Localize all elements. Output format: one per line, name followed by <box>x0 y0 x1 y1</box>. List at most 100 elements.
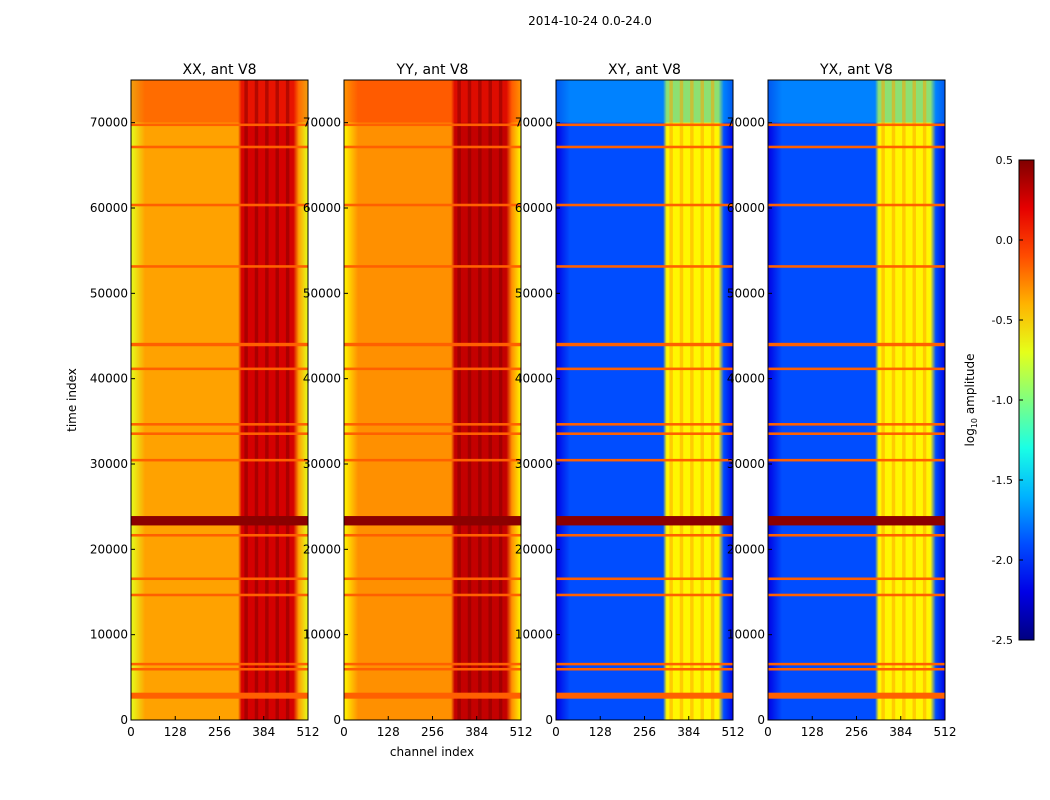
y-tick-label-yx: 50000 <box>727 286 765 300</box>
flagged-row-xy <box>556 593 733 597</box>
flagged-row-xx <box>131 432 308 435</box>
flagged-row-xx <box>131 367 308 371</box>
y-tick-label-yy: 10000 <box>303 628 341 642</box>
flagged-row-yx <box>768 577 945 581</box>
flagged-row-xx <box>131 662 308 666</box>
flagged-row-xx <box>131 123 308 127</box>
flagged-row-xx <box>131 593 308 597</box>
y-tick-label-yx: 70000 <box>727 116 765 130</box>
flagged-row-yx <box>768 667 945 671</box>
flagged-row-xy <box>556 432 733 435</box>
flagged-row-yy <box>344 593 521 597</box>
colorbar-tick-label: 0.5 <box>996 154 1014 167</box>
panel-title-yy: YY, ant V8 <box>396 62 469 78</box>
x-axis-label: channel index <box>390 745 474 759</box>
heatmap-xx-stripe <box>285 80 290 720</box>
x-tick-label-xx: 512 <box>297 725 320 739</box>
panel-title-xy: XY, ant V8 <box>608 62 681 78</box>
y-tick-label-yx: 10000 <box>727 628 765 642</box>
flagged-row-yy <box>344 516 521 526</box>
flagged-row-yy <box>344 667 521 671</box>
y-tick-label-xx: 40000 <box>90 372 128 386</box>
flagged-row-yx <box>768 342 945 347</box>
flagged-row-xy <box>556 662 733 666</box>
heatmap-xx-stripe <box>254 80 259 720</box>
y-tick-label-xx: 60000 <box>90 201 128 215</box>
x-tick-label-yy: 128 <box>377 725 400 739</box>
flagged-row-xy <box>556 577 733 581</box>
x-tick-label-xy: 512 <box>722 725 745 739</box>
heatmap-xx-stripe <box>275 80 279 720</box>
y-tick-label-xx: 50000 <box>90 286 128 300</box>
flagged-row-xx <box>131 423 308 426</box>
x-tick-label-xx: 128 <box>164 725 187 739</box>
heatmap-xx <box>131 80 308 720</box>
heatmap-xy <box>556 80 733 720</box>
y-tick-label-yx: 20000 <box>727 542 765 556</box>
flagged-row-yy <box>344 265 521 268</box>
y-tick-label-xy: 10000 <box>515 628 553 642</box>
heatmap-xy-top <box>556 80 733 123</box>
colorbar-label: log10 amplitude <box>963 354 979 447</box>
heatmap-yy <box>344 80 521 720</box>
flagged-row-yy <box>344 123 521 127</box>
heatmap-yx <box>768 80 945 720</box>
flagged-row-yy <box>344 577 521 581</box>
y-tick-label-xx: 20000 <box>90 542 128 556</box>
x-tick-label-yx: 0 <box>764 725 772 739</box>
flagged-row-yx <box>768 203 945 207</box>
x-tick-label-yx: 128 <box>801 725 824 739</box>
flagged-row-yy <box>344 423 521 426</box>
flagged-row-xy <box>556 423 733 426</box>
heatmap-yx-stripe <box>881 80 885 720</box>
flagged-row-xx <box>131 516 308 526</box>
y-tick-label-yy: 60000 <box>303 201 341 215</box>
flagged-row-yy <box>344 432 521 435</box>
flagged-row-yx <box>768 123 945 127</box>
flagged-row-yx <box>768 692 945 699</box>
x-tick-label-yx: 256 <box>845 725 868 739</box>
y-tick-label-yy: 0 <box>333 713 341 727</box>
flagged-row-xx <box>131 203 308 207</box>
flagged-row-xx <box>131 667 308 671</box>
flagged-row-yx <box>768 516 945 526</box>
y-tick-label-yy: 70000 <box>303 116 341 130</box>
y-tick-label-yy: 50000 <box>303 286 341 300</box>
colorbar: 0.5 0.0 -0.5 -1.0 -1.5 -2.0 -2.5 log10 amplitud… <box>963 154 1035 647</box>
heatmap-xy-stripe <box>669 80 673 720</box>
heatmap-yx-stripe <box>922 80 927 720</box>
flagged-row-yx <box>768 265 945 268</box>
heatmap-xy-stripe <box>690 80 694 720</box>
flagged-row-xy <box>556 533 733 537</box>
flagged-row-xy <box>556 123 733 127</box>
x-tick-label-xy: 0 <box>552 725 560 739</box>
panel-title-xx: XX, ant V8 <box>183 62 257 78</box>
flagged-row-yx <box>768 423 945 426</box>
flagged-row-xy <box>556 516 733 526</box>
x-tick-label-xx: 0 <box>127 725 135 739</box>
flagged-row-yy <box>344 458 521 462</box>
heatmap-xy-stripe <box>679 80 684 720</box>
figure-suptitle: 2014-10-24 0.0-24.0 <box>528 14 652 28</box>
flagged-row-yx <box>768 662 945 666</box>
y-tick-label-xx: 0 <box>120 713 128 727</box>
y-tick-label-xy: 40000 <box>515 372 553 386</box>
panel-xx: XX, ant V8 0 128 256 384 512 0 10000 20000 30000 4… <box>90 62 320 739</box>
y-tick-label-yy: 30000 <box>303 457 341 471</box>
flagged-row-yy <box>344 662 521 666</box>
heatmap-xx-stripe <box>244 80 248 720</box>
flagged-row-yy <box>344 533 521 537</box>
heatmap-yy-stripe <box>498 80 503 720</box>
x-tick-label-xx: 256 <box>208 725 231 739</box>
panel-title-yx: YX, ant V8 <box>819 62 893 78</box>
panel-xy: XY, ant V8 0 128 256 384 512 0 10000 20000 30000 4… <box>515 62 745 739</box>
y-tick-label-yx: 60000 <box>727 201 765 215</box>
flagged-row-yy <box>344 145 521 149</box>
heatmap-yx-top <box>768 80 945 123</box>
heatmap-yy-stripe <box>478 80 482 720</box>
flagged-row-yx <box>768 458 945 462</box>
flagged-row-yx <box>768 432 945 435</box>
flagged-row-yx <box>768 533 945 537</box>
y-tick-label-yy: 20000 <box>303 542 341 556</box>
